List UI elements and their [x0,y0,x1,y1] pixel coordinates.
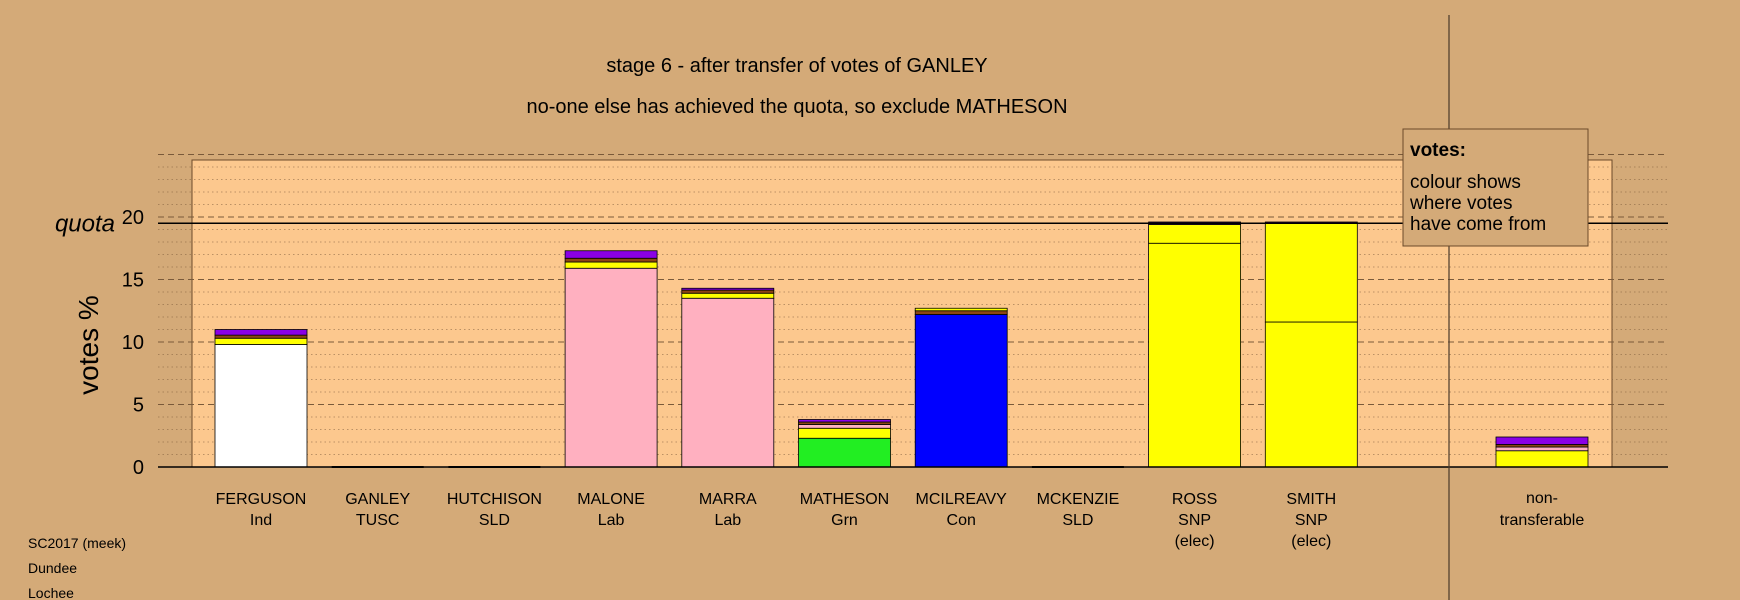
chart-subtitle: no-one else has achieved the quota, so e… [526,96,1067,118]
y-tick-label: 0 [133,457,144,479]
bar-segment [1495,446,1589,452]
bar-segment [214,344,308,468]
candidate-name: MALONE [577,491,645,508]
candidate-party: SLD [479,512,510,529]
bar-segment [798,427,891,439]
candidate-status: (elec) [1175,533,1215,550]
legend-line: colour shows [1410,172,1521,193]
bar-segment [564,267,658,468]
candidate-party: SNP [1178,512,1211,529]
nontransferable-label: transferable [1500,512,1585,529]
candidate-party: Lab [598,512,625,529]
bar-segment [798,424,891,429]
footer-line: Lochee [28,585,74,600]
bar-segment [214,334,308,339]
candidate-party: SNP [1295,512,1328,529]
y-axis-label: votes % [73,295,104,395]
y-tick-label: 20 [122,207,144,229]
bar-segment [798,419,891,423]
legend-line: where votes [1409,193,1512,214]
bar-segment [914,314,1008,468]
bar-segment [1148,242,1241,468]
bar-marra [681,287,775,468]
bar-segment [1148,224,1241,244]
legend: votes: colour shows where votes have com… [1402,128,1589,247]
legend-title: votes: [1410,140,1466,161]
candidate-party: TUSC [356,512,400,529]
candidate-party: Ind [250,512,272,529]
chart-title: stage 6 - after transfer of votes of GAN… [606,55,987,77]
candidate-party: SLD [1062,512,1093,529]
candidate-name: MATHESON [800,491,889,508]
bar-segment [1495,450,1589,468]
candidate-name: SMITH [1286,491,1336,508]
bar-ferguson [214,329,308,468]
bar-mcilreavy [914,307,1008,468]
candidate-party: Lab [714,512,741,529]
bar-segment [798,437,891,468]
candidate-name: FERGUSON [216,491,307,508]
bar-segment [1264,222,1358,323]
y-tick-label: 10 [122,332,144,354]
bar-segment [1495,436,1589,445]
bar-segment [914,307,1008,312]
footer-line: Dundee [28,560,77,576]
candidate-name: HUTCHISON [447,491,542,508]
bar-ross [1148,221,1241,468]
candidate-name: ROSS [1172,491,1217,508]
legend-box [1402,128,1589,247]
bars [214,221,1589,468]
quota-label: quota [55,210,115,237]
bar-segment [564,257,658,263]
bar-nontransferable [1495,436,1589,468]
footer-line: SC2017 (meek) [28,535,126,551]
candidate-name: MARRA [699,491,757,508]
bar-segment [681,287,775,291]
bar-segment [564,250,658,259]
nontransferable-label: non- [1526,490,1558,507]
bar-segment [564,261,658,269]
y-tick-label: 5 [133,395,144,417]
bar-segment [681,292,775,299]
bar-segment [914,310,1008,315]
candidate-name: GANLEY [345,491,410,508]
category-labels: FERGUSON Ind GANLEY TUSC HUTCHISON SLD MALONE L… [216,490,1585,550]
bar-segment [681,289,775,294]
legend-line: have come from [1410,214,1546,235]
candidate-name: MCKENZIE [1037,491,1120,508]
bar-matheson [798,419,891,468]
candidate-party: Con [947,512,976,529]
bar-segment [214,337,308,345]
candidate-party: Grn [831,512,858,529]
candidate-name: MCILREAVY [916,491,1008,508]
candidate-status: (elec) [1291,533,1331,550]
bar-smith [1264,221,1358,468]
gridlines [158,154,1668,455]
bar-segment [681,297,775,468]
bar-segment [214,329,308,336]
footer: SC2017 (meek) Dundee Lochee [28,535,126,600]
y-tick-label: 15 [122,270,144,292]
plot-area [191,159,1613,468]
bar-malone [564,250,658,468]
plot-background [191,159,1613,468]
bar-segment [1264,321,1358,468]
